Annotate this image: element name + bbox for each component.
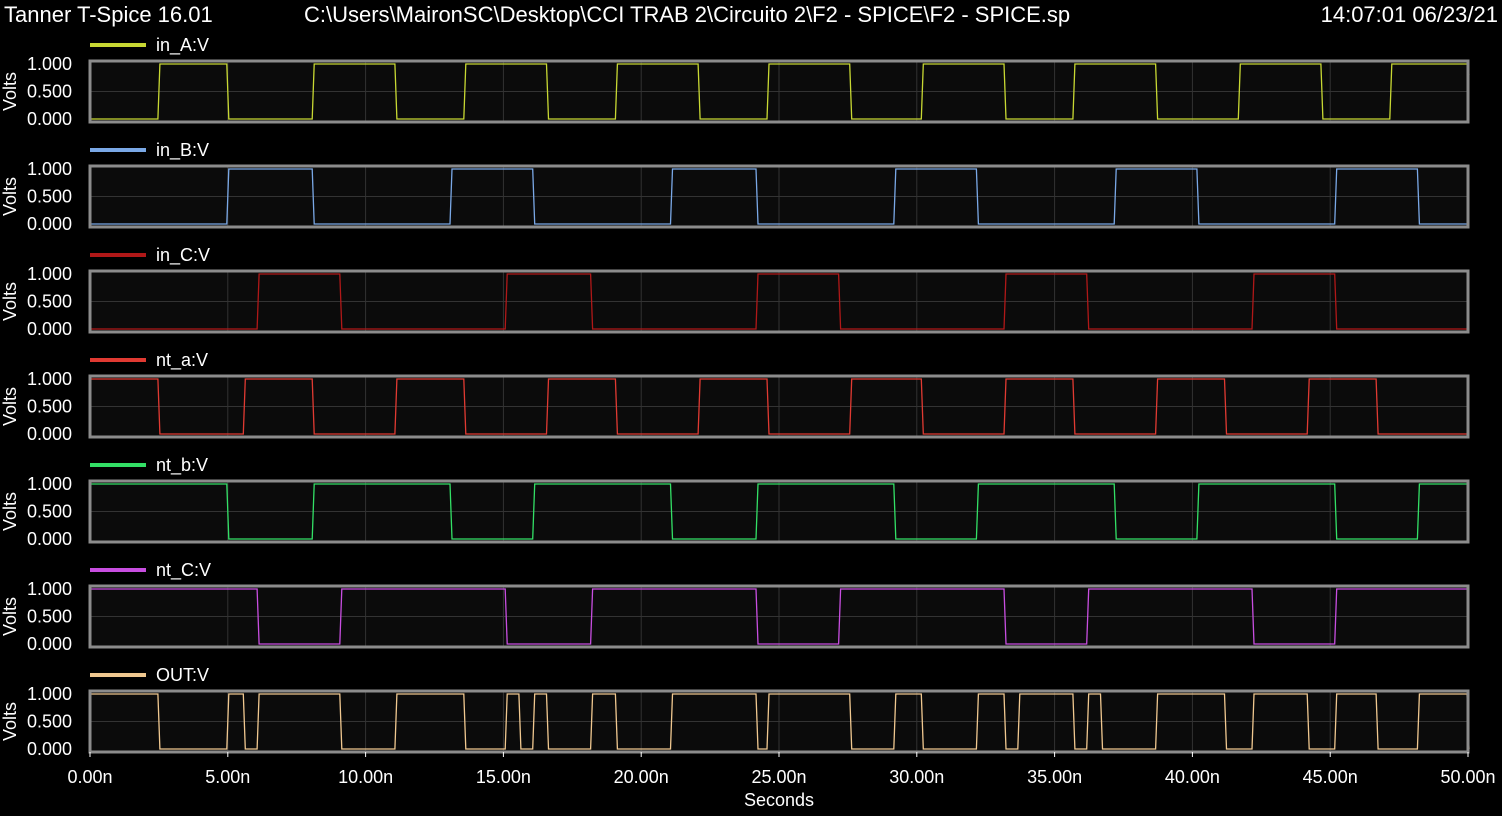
x-axis-label: Seconds bbox=[744, 790, 814, 810]
x-tick-label: 5.00n bbox=[205, 767, 250, 787]
y-tick-label: 0.500 bbox=[27, 187, 72, 207]
x-tick-label: 10.00n bbox=[338, 767, 393, 787]
series-line-5 bbox=[90, 588, 1469, 645]
legend-swatch-5 bbox=[90, 568, 146, 572]
x-tick-label: 0.00n bbox=[67, 767, 112, 787]
legend-label-1: in_B:V bbox=[156, 140, 209, 161]
y-tick-label: 0.500 bbox=[27, 607, 72, 627]
file-path: C:\Users\MaironSC\Desktop\CCI TRAB 2\Cir… bbox=[304, 2, 1071, 27]
series-line-3 bbox=[90, 378, 1469, 435]
x-tick-label: 20.00n bbox=[614, 767, 669, 787]
panel-frame-4 bbox=[88, 479, 1470, 544]
legend-label-6: OUT:V bbox=[156, 665, 209, 685]
legend-label-4: nt_b:V bbox=[156, 455, 208, 476]
y-tick-label: 1.000 bbox=[27, 684, 72, 704]
y-tick-label: 0.000 bbox=[27, 424, 72, 444]
legend-label-5: nt_C:V bbox=[156, 560, 211, 581]
y-axis-label-6: Volts bbox=[0, 702, 20, 741]
y-tick-label: 1.000 bbox=[27, 369, 72, 389]
y-tick-label: 1.000 bbox=[27, 264, 72, 284]
y-tick-label: 1.000 bbox=[27, 54, 72, 74]
y-tick-label: 0.000 bbox=[27, 109, 72, 129]
panel-frame-5 bbox=[88, 584, 1470, 649]
legend-label-0: in_A:V bbox=[156, 35, 209, 56]
y-axis-label-1: Volts bbox=[0, 177, 20, 216]
y-tick-label: 0.000 bbox=[27, 739, 72, 759]
legend-swatch-4 bbox=[90, 463, 146, 467]
y-tick-label: 1.000 bbox=[27, 474, 72, 494]
legend-swatch-3 bbox=[90, 358, 146, 362]
legend-swatch-0 bbox=[90, 43, 146, 47]
timestamp: 14:07:01 06/23/21 bbox=[1320, 2, 1498, 27]
y-axis-label-0: Volts bbox=[0, 72, 20, 111]
legend-label-3: nt_a:V bbox=[156, 350, 208, 371]
legend-swatch-1 bbox=[90, 148, 146, 152]
y-axis-label-2: Volts bbox=[0, 282, 20, 321]
y-tick-label: 0.500 bbox=[27, 292, 72, 312]
y-tick-label: 0.000 bbox=[27, 214, 72, 234]
x-tick-label: 50.00n bbox=[1440, 767, 1495, 787]
y-tick-label: 1.000 bbox=[27, 579, 72, 599]
panel-frame-0 bbox=[88, 59, 1470, 124]
app-title: Tanner T-Spice 16.01 bbox=[4, 2, 213, 27]
y-tick-label: 1.000 bbox=[27, 159, 72, 179]
y-tick-label: 0.500 bbox=[27, 712, 72, 732]
x-tick-label: 45.00n bbox=[1303, 767, 1358, 787]
x-tick-label: 35.00n bbox=[1027, 767, 1082, 787]
y-tick-label: 0.000 bbox=[27, 529, 72, 549]
y-tick-label: 0.500 bbox=[27, 502, 72, 522]
y-tick-label: 0.000 bbox=[27, 319, 72, 339]
legend-swatch-6 bbox=[90, 673, 146, 677]
panel-frame-3 bbox=[88, 374, 1470, 439]
x-tick-label: 40.00n bbox=[1165, 767, 1220, 787]
legend-label-2: in_C:V bbox=[156, 245, 210, 266]
x-tick-label: 25.00n bbox=[751, 767, 806, 787]
x-tick-label: 15.00n bbox=[476, 767, 531, 787]
y-axis-label-5: Volts bbox=[0, 597, 20, 636]
series-line-1 bbox=[90, 168, 1469, 225]
y-axis-label-4: Volts bbox=[0, 492, 20, 531]
x-tick-label: 30.00n bbox=[889, 767, 944, 787]
series-line-0 bbox=[90, 63, 1470, 120]
panel-frame-2 bbox=[88, 269, 1470, 334]
y-tick-label: 0.500 bbox=[27, 397, 72, 417]
series-line-4 bbox=[90, 483, 1469, 540]
y-axis-label-3: Volts bbox=[0, 387, 20, 426]
legend-swatch-2 bbox=[90, 253, 146, 257]
series-line-2 bbox=[90, 273, 1469, 330]
y-tick-label: 0.000 bbox=[27, 634, 72, 654]
y-tick-label: 0.500 bbox=[27, 82, 72, 102]
panel-frame-1 bbox=[88, 164, 1470, 229]
series-line-6 bbox=[90, 693, 1470, 750]
